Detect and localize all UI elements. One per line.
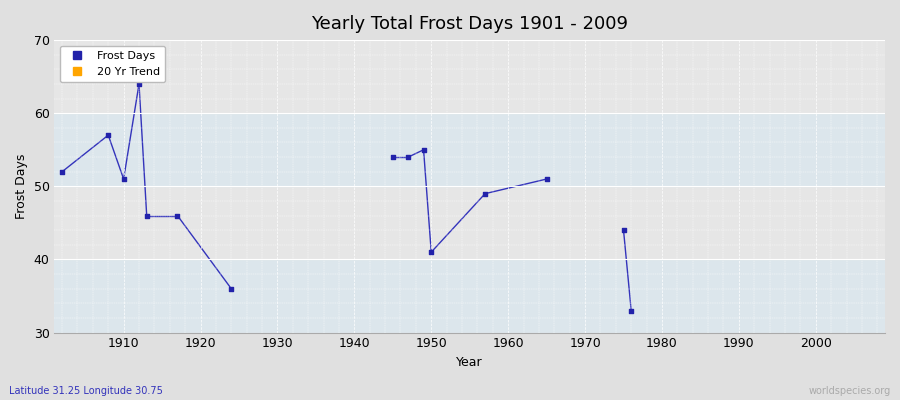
X-axis label: Year: Year [456,356,483,369]
Point [401,154,416,160]
Point [478,190,492,197]
Point [131,81,146,87]
Point [116,176,130,182]
Bar [54,186,885,260]
Point [385,154,400,160]
Bar [54,113,885,186]
Point [140,212,154,219]
Y-axis label: Frost Days: Frost Days [15,154,28,219]
Point [539,176,554,182]
Point [55,168,69,175]
Bar [54,260,885,332]
Point [101,132,115,138]
Text: Latitude 31.25 Longitude 30.75: Latitude 31.25 Longitude 30.75 [9,386,163,396]
Point [224,286,238,292]
Point [624,308,638,314]
Point [170,212,184,219]
Title: Yearly Total Frost Days 1901 - 2009: Yearly Total Frost Days 1901 - 2009 [311,15,628,33]
Bar [54,40,885,113]
Point [616,227,631,234]
Text: worldspecies.org: worldspecies.org [809,386,891,396]
Point [417,146,431,153]
Point [424,249,438,255]
Legend: Frost Days, 20 Yr Trend: Frost Days, 20 Yr Trend [60,46,166,82]
